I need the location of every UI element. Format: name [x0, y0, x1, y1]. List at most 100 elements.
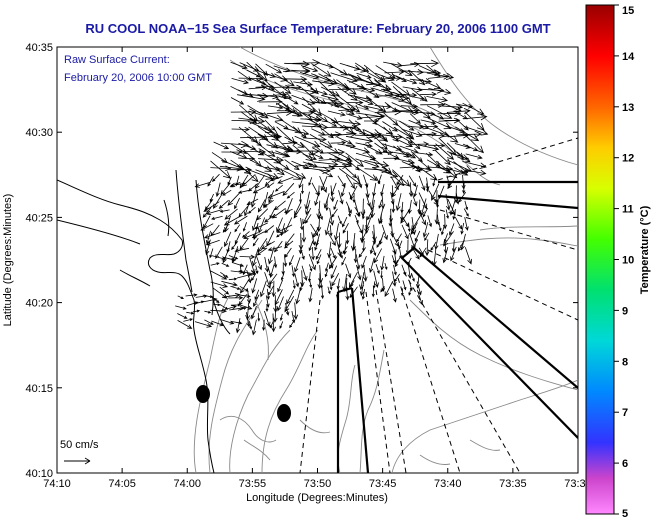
current-vector — [361, 288, 365, 300]
current-vector — [356, 85, 376, 93]
current-vector — [336, 152, 352, 161]
current-vector — [445, 209, 449, 220]
x-axis: 74:10 74:05 74:00 73:55 73:50 73:45 73:40 73:35… — [43, 47, 592, 490]
current-vector — [224, 215, 231, 233]
current-vector — [372, 167, 399, 178]
current-vector — [452, 209, 456, 221]
current-vector — [252, 237, 259, 247]
current-vector — [177, 320, 193, 329]
current-vector — [304, 214, 312, 224]
current-vector — [282, 140, 298, 145]
current-vector — [348, 160, 360, 171]
current-vector — [356, 264, 362, 281]
colorbar-tick-label: 13 — [622, 102, 634, 114]
current-vector — [454, 143, 471, 149]
current-vector — [364, 149, 376, 162]
current-vector — [327, 110, 346, 117]
current-vector — [247, 206, 256, 214]
current-vector — [432, 249, 437, 267]
current-vector — [268, 246, 275, 265]
current-vector — [277, 296, 284, 312]
current-vector — [277, 176, 294, 184]
current-vector — [399, 92, 418, 98]
current-vector — [434, 233, 439, 251]
current-vector — [454, 167, 469, 176]
current-vector — [402, 280, 407, 291]
current-vector — [264, 119, 276, 131]
current-vector — [411, 246, 420, 260]
current-vector — [363, 105, 385, 112]
current-vector — [462, 182, 466, 195]
current-vector — [211, 320, 225, 327]
x-tick-label: 74:00 — [173, 478, 201, 490]
current-vector — [255, 254, 263, 271]
current-vector — [265, 304, 269, 313]
current-vector — [310, 88, 328, 96]
current-vector — [267, 246, 283, 252]
current-vector — [248, 110, 266, 117]
current-vector — [396, 174, 404, 186]
current-vector — [329, 208, 335, 226]
current-vector — [238, 126, 259, 143]
current-vector — [436, 199, 440, 209]
current-vector — [392, 288, 397, 303]
current-vector — [308, 119, 323, 127]
current-vector — [348, 191, 353, 201]
current-vector — [331, 273, 340, 287]
current-vector — [428, 88, 452, 95]
current-vector — [283, 127, 310, 136]
current-vector — [463, 113, 488, 121]
buoy-marker-2 — [277, 404, 291, 422]
current-vector — [300, 116, 323, 123]
current-vector — [409, 103, 431, 119]
current-vector — [234, 224, 241, 233]
current-vector — [283, 208, 293, 213]
current-vector — [239, 237, 249, 251]
current-vector — [228, 277, 238, 281]
current-vector — [325, 199, 329, 212]
current-vector — [251, 271, 258, 282]
current-vector — [342, 246, 348, 255]
current-vector — [275, 150, 291, 158]
current-vector — [231, 126, 250, 132]
current-vector — [235, 318, 241, 334]
current-vector — [371, 286, 375, 298]
x-tick-label: 73:55 — [239, 478, 267, 490]
current-vector — [346, 100, 364, 105]
current-vector — [230, 285, 241, 290]
current-vector — [194, 321, 213, 328]
scale-arrow — [64, 457, 91, 465]
current-vector — [327, 286, 331, 295]
current-vector — [345, 135, 374, 144]
current-vector — [320, 287, 325, 300]
current-vector — [375, 263, 380, 275]
current-vector — [238, 156, 256, 161]
current-vector — [301, 225, 307, 243]
current-vector — [175, 305, 187, 310]
current-vector — [354, 206, 361, 217]
current-vector — [324, 270, 329, 278]
current-vector — [213, 141, 230, 150]
current-vector — [291, 68, 311, 74]
current-vector — [410, 222, 418, 235]
current-vector — [291, 265, 296, 278]
current-vector — [329, 225, 333, 237]
current-vector — [353, 248, 358, 264]
current-vector — [299, 217, 304, 231]
current-vector — [442, 246, 449, 264]
current-vector — [270, 176, 283, 182]
colorbar-label: Temperature (°C) — [639, 205, 651, 294]
current-vector — [243, 232, 259, 240]
current-vector — [267, 191, 285, 199]
current-vector — [276, 217, 283, 233]
current-vector — [286, 289, 295, 305]
current-vector — [342, 216, 348, 228]
current-vector — [254, 222, 268, 230]
current-vector — [328, 256, 338, 270]
current-vector — [371, 133, 388, 150]
current-vector — [395, 193, 402, 212]
current-vector — [266, 182, 275, 188]
current-vector — [321, 95, 339, 102]
current-vector — [293, 302, 299, 320]
